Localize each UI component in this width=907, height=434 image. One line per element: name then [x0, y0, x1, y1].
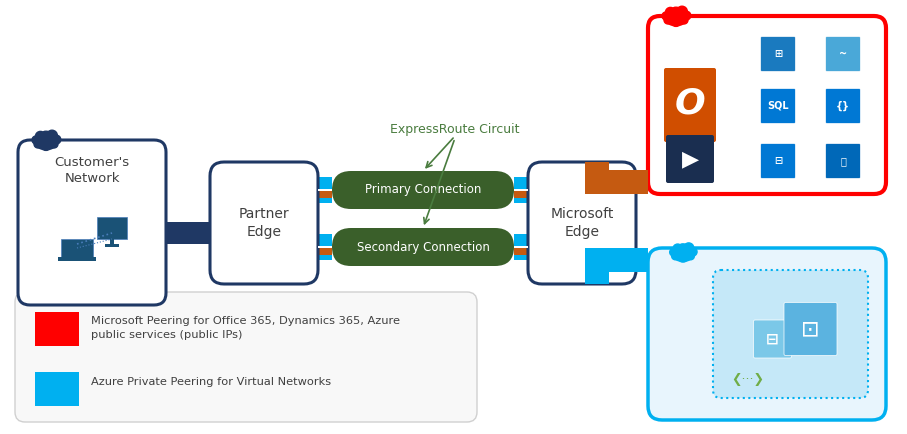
Bar [97, 217, 127, 239]
Circle shape [662, 12, 670, 20]
Circle shape [682, 251, 691, 261]
FancyBboxPatch shape [713, 270, 868, 398]
Circle shape [677, 6, 688, 17]
Circle shape [675, 15, 685, 25]
Text: O: O [675, 86, 706, 120]
Circle shape [688, 248, 697, 256]
Text: ⊡: ⊡ [801, 319, 820, 339]
FancyBboxPatch shape [648, 248, 886, 420]
Circle shape [684, 243, 694, 253]
FancyBboxPatch shape [825, 36, 861, 72]
Bar [514, 191, 528, 197]
Text: Customer's
Network: Customer's Network [54, 156, 130, 185]
Circle shape [666, 7, 676, 17]
Bar [318, 189, 332, 191]
Bar [105, 244, 119, 247]
FancyBboxPatch shape [760, 89, 795, 124]
Text: ❮···❯: ❮···❯ [732, 374, 765, 387]
Text: Azure Private Peering for Virtual Networks: Azure Private Peering for Virtual Networ… [91, 377, 331, 387]
Bar [61, 239, 93, 257]
Text: ▶: ▶ [681, 149, 698, 169]
Text: 🌐: 🌐 [840, 156, 846, 166]
Circle shape [669, 7, 683, 21]
Bar [58, 257, 96, 261]
Bar [585, 162, 609, 194]
Circle shape [40, 138, 53, 151]
Text: public services (public IPs): public services (public IPs) [91, 330, 242, 340]
Circle shape [34, 140, 42, 148]
FancyBboxPatch shape [754, 320, 792, 358]
Bar [514, 177, 528, 203]
Circle shape [46, 130, 57, 141]
Circle shape [671, 252, 679, 260]
Bar [585, 248, 648, 272]
Bar [514, 248, 528, 254]
Bar [166, 221, 210, 243]
FancyBboxPatch shape [332, 228, 514, 266]
FancyBboxPatch shape [210, 162, 318, 284]
Bar [35, 372, 79, 406]
Text: ⊞: ⊞ [774, 49, 782, 59]
Circle shape [669, 13, 682, 26]
FancyBboxPatch shape [760, 144, 795, 178]
Circle shape [675, 251, 684, 261]
Circle shape [32, 136, 40, 144]
Bar [514, 246, 528, 248]
Bar [318, 191, 332, 197]
Circle shape [37, 139, 47, 149]
Bar [110, 239, 114, 244]
FancyBboxPatch shape [528, 162, 636, 284]
Text: Partner
Edge: Partner Edge [239, 207, 289, 239]
Bar [585, 248, 609, 284]
Bar [514, 189, 528, 191]
Circle shape [673, 244, 682, 253]
FancyBboxPatch shape [664, 68, 716, 142]
Circle shape [677, 250, 689, 262]
Text: ~: ~ [839, 49, 847, 59]
Circle shape [39, 131, 53, 145]
Bar [318, 177, 332, 203]
FancyBboxPatch shape [825, 89, 861, 124]
Bar [585, 170, 648, 194]
Text: ExpressRoute Circuit: ExpressRoute Circuit [390, 124, 520, 137]
Text: Secondary Connection: Secondary Connection [356, 240, 490, 253]
Text: Microsoft
Edge: Microsoft Edge [551, 207, 614, 239]
Circle shape [35, 132, 45, 141]
Text: ⊟: ⊟ [766, 332, 779, 346]
FancyBboxPatch shape [825, 144, 861, 178]
Bar [318, 246, 332, 248]
Text: {}: {} [836, 101, 850, 111]
Circle shape [50, 140, 58, 148]
Circle shape [677, 244, 689, 257]
FancyBboxPatch shape [18, 140, 166, 305]
Text: Primary Connection: Primary Connection [365, 184, 482, 197]
Circle shape [680, 16, 688, 24]
Circle shape [52, 135, 61, 144]
FancyBboxPatch shape [784, 302, 837, 355]
FancyBboxPatch shape [760, 36, 795, 72]
FancyBboxPatch shape [15, 292, 477, 422]
Circle shape [667, 15, 677, 25]
Circle shape [664, 16, 672, 24]
Circle shape [669, 248, 678, 256]
Circle shape [687, 252, 695, 260]
Circle shape [45, 139, 55, 149]
Bar [318, 248, 332, 254]
FancyBboxPatch shape [332, 171, 514, 209]
FancyBboxPatch shape [666, 135, 714, 183]
Text: SQL: SQL [767, 101, 789, 111]
Bar [514, 234, 528, 260]
Circle shape [682, 11, 691, 20]
Text: ⊟: ⊟ [774, 156, 782, 166]
Bar [35, 312, 79, 346]
FancyBboxPatch shape [648, 16, 886, 194]
Bar [318, 234, 332, 260]
Text: Microsoft Peering for Office 365, Dynamics 365, Azure: Microsoft Peering for Office 365, Dynami… [91, 316, 400, 326]
